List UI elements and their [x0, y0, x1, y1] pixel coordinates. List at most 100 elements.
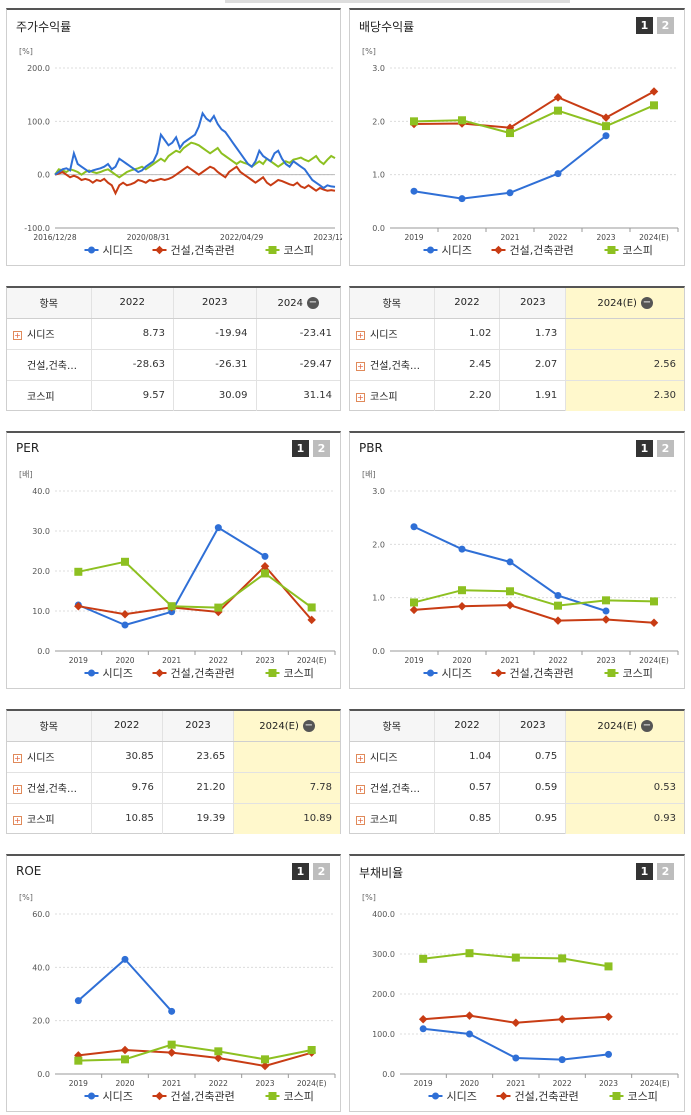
data-point: [214, 1047, 223, 1056]
page-1-button[interactable]: 1: [292, 863, 309, 880]
data-point: [167, 602, 176, 611]
table-stock-return: 항목 2022 2023 2024− + 시디즈 8.73 -19.94 -23.…: [6, 286, 341, 411]
cell: 0.59: [499, 772, 566, 804]
y-tick-label: 20.0: [32, 1017, 50, 1026]
series-line: [54, 165, 336, 196]
data-point: [602, 122, 610, 131]
x-tick-label: 2016/12/28: [33, 233, 76, 242]
page-2-button[interactable]: 2: [657, 440, 674, 457]
legend-marker: [427, 246, 434, 254]
collapse-icon[interactable]: −: [306, 296, 319, 309]
x-tick-label: 2021: [500, 233, 519, 242]
collapse-icon[interactable]: −: [640, 296, 653, 309]
data-point: [554, 592, 562, 600]
page-1-button[interactable]: 1: [636, 440, 653, 457]
page-1-button[interactable]: 1: [636, 17, 653, 34]
data-point: [307, 603, 316, 612]
row-label[interactable]: + 시디즈: [350, 318, 434, 350]
row-label[interactable]: + 시디즈: [7, 741, 91, 773]
row-label[interactable]: + 건설,건축…: [350, 772, 434, 804]
data-point: [465, 949, 474, 958]
row-label[interactable]: + 시디즈: [7, 318, 91, 350]
panel-title: ROE: [16, 864, 42, 878]
col-2022: 2022: [433, 711, 500, 742]
cell: 2.20: [433, 380, 500, 411]
y-tick-label: 100.0: [372, 1030, 395, 1039]
panel-roe: ROE 1 2 [%] 60.0 40.0 20.0 0.0 2019 2020 2021 20…: [6, 854, 341, 1112]
y-tick-label: 10.0: [32, 607, 50, 616]
data-point: [261, 569, 269, 578]
chart-debt-ratio: [%] 400.0 300.0 200.0 100.0 0.0 2019 2020 2021 20…: [362, 893, 679, 1103]
legend-label: 건설,건축관련: [171, 667, 235, 680]
collapse-icon[interactable]: −: [302, 719, 315, 732]
panel-title: 배당수익률: [359, 20, 415, 34]
page-2-button[interactable]: 2: [657, 863, 674, 880]
expand-icon[interactable]: +: [356, 784, 365, 794]
y-unit-label: [%]: [19, 47, 33, 56]
page-1-button[interactable]: 1: [636, 863, 653, 880]
page-1-button[interactable]: 1: [292, 440, 309, 457]
legend-label: 코스피: [284, 244, 314, 257]
y-tick-label: 60.0: [32, 910, 50, 919]
x-tick-label: 2020/08/31: [127, 233, 170, 242]
data-point: [650, 101, 658, 110]
row-label[interactable]: + 건설,건축…: [350, 349, 434, 381]
cell: 10.85: [90, 803, 163, 834]
expand-icon[interactable]: +: [13, 753, 22, 763]
data-point: [458, 545, 466, 553]
expand-icon[interactable]: +: [356, 753, 365, 763]
page-2-button[interactable]: 2: [313, 863, 330, 880]
expand-icon[interactable]: +: [13, 784, 22, 794]
col-2024e-label: 2024(E): [597, 297, 637, 309]
data-point: [558, 1056, 566, 1064]
row-label: 건설,건축…: [7, 349, 91, 381]
x-tick-label: 2020: [452, 656, 471, 665]
col-2024: 2024−: [255, 288, 340, 319]
row-label[interactable]: + 건설,건축…: [7, 772, 91, 804]
expand-icon[interactable]: +: [356, 361, 365, 371]
series-0: [419, 1025, 612, 1064]
col-2023: 2023: [173, 288, 257, 319]
expand-icon[interactable]: +: [356, 392, 365, 402]
row-label[interactable]: + 코스피: [7, 803, 91, 834]
expand-icon[interactable]: +: [13, 815, 22, 825]
cell: 0.85: [433, 803, 500, 834]
data-point: [506, 587, 514, 596]
legend: 시디즈 건설,건축관련 코스피: [84, 244, 314, 257]
panel-per: PER 1 2 [배] 40.0 30.0 20.0 10.0 0.0 2019 2020 20…: [6, 431, 341, 689]
row-label[interactable]: + 코스피: [350, 380, 434, 411]
data-point: [121, 621, 129, 629]
series-1: [409, 87, 659, 132]
table-row: + 시디즈 8.73 -19.94 -23.41: [7, 318, 340, 350]
row-label[interactable]: + 코스피: [350, 803, 434, 834]
series-1: [418, 1011, 613, 1028]
series-line: [78, 560, 313, 609]
legend-label: 건설,건축관련: [171, 1090, 235, 1103]
cell: 8.73: [90, 318, 174, 350]
data-point: [307, 1046, 316, 1054]
table-row: + 건설,건축… 2.45 2.07 2.56: [350, 349, 684, 381]
x-tick-label: 2023/12/28: [313, 233, 342, 242]
data-point: [307, 615, 316, 625]
cell: -28.63: [90, 349, 174, 381]
cell: 2.30: [565, 380, 684, 411]
series-1: [409, 600, 659, 627]
data-point: [121, 1055, 129, 1064]
col-2022: 2022: [90, 711, 163, 742]
expand-icon[interactable]: +: [356, 330, 365, 340]
cell: 2.45: [433, 349, 500, 381]
table-row: + 코스피 0.85 0.95 0.93: [350, 803, 684, 834]
expand-icon[interactable]: +: [356, 815, 365, 825]
data-point: [604, 1012, 613, 1022]
row-label[interactable]: + 시디즈: [350, 741, 434, 773]
legend-marker: [607, 246, 616, 254]
cell: 0.95: [499, 803, 566, 834]
y-tick-label: 1.0: [372, 594, 385, 603]
expand-icon[interactable]: +: [13, 330, 22, 340]
collapse-icon[interactable]: −: [640, 719, 653, 732]
cell: 0.75: [499, 741, 566, 773]
legend-label: 시디즈: [103, 1090, 133, 1103]
cell: [565, 741, 684, 773]
page-2-button[interactable]: 2: [313, 440, 330, 457]
page-2-button[interactable]: 2: [657, 17, 674, 34]
